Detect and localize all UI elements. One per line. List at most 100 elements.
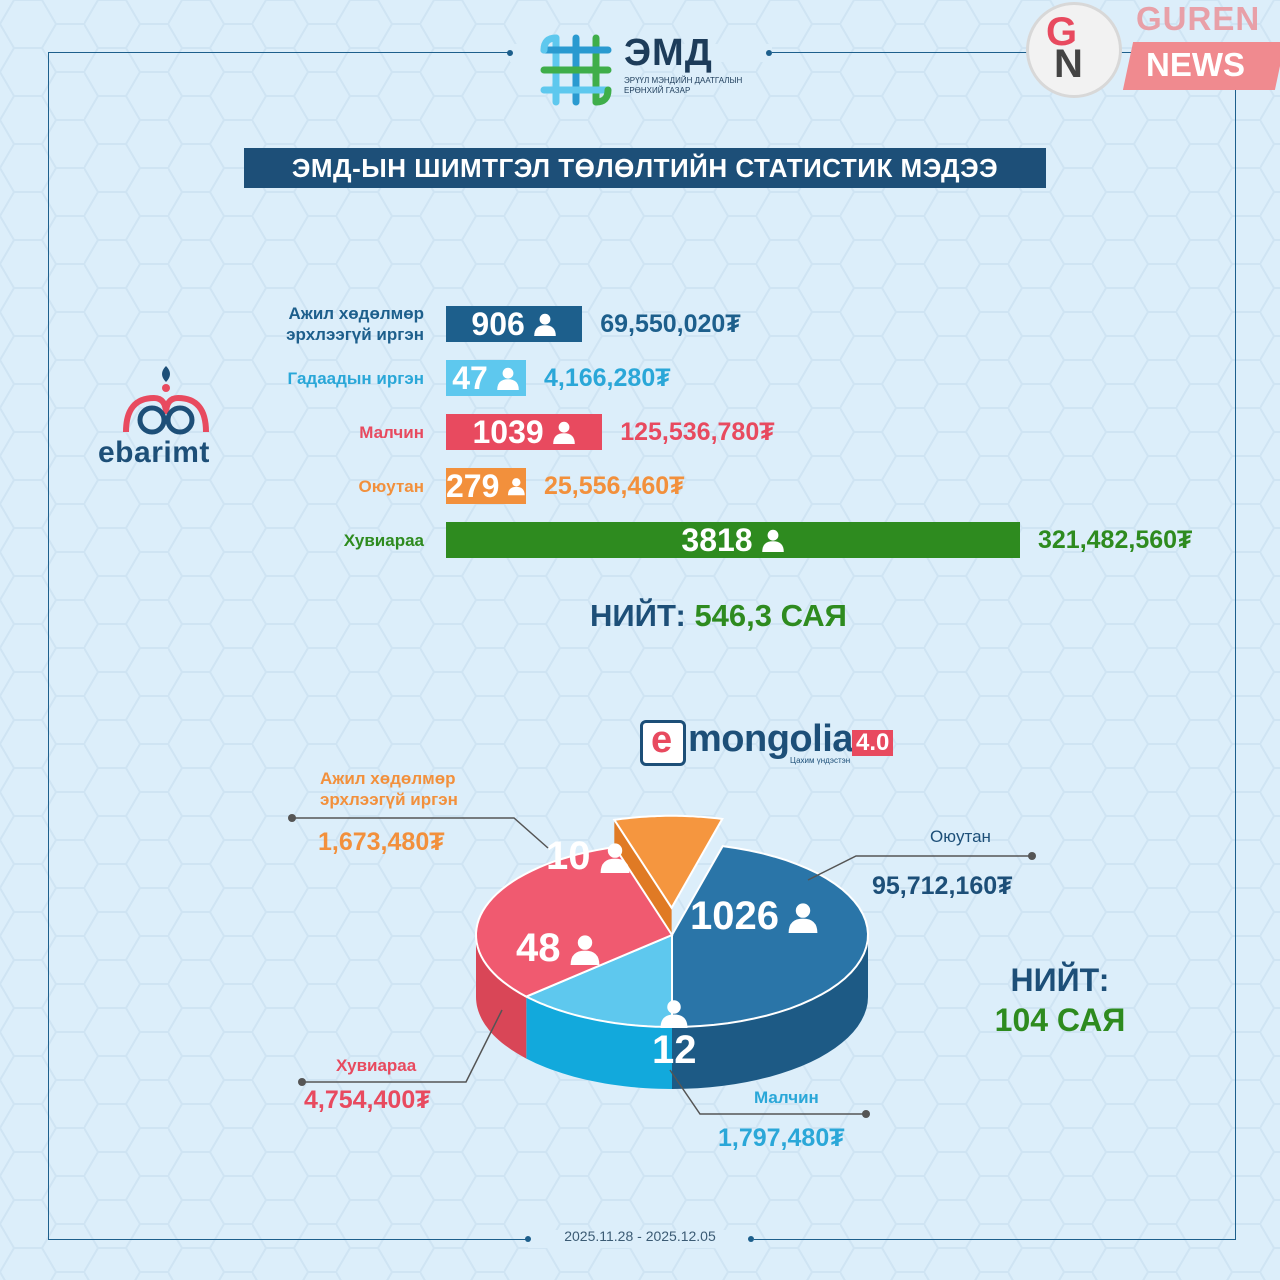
- pie-leader-dot: [1028, 852, 1036, 860]
- ebarimt-emblem-icon: [123, 366, 209, 435]
- pie-slice-side: [672, 935, 868, 1089]
- emongolia-e-box: e: [640, 719, 686, 766]
- pie-slice: [474, 845, 674, 998]
- bar-value-label: 47: [452, 359, 488, 396]
- news-word: NEWS: [1146, 46, 1245, 83]
- bar: 906: [446, 306, 583, 342]
- pie-amount-label: 4,754,400₮: [304, 1086, 431, 1114]
- pie-total-value: 104 САЯ: [994, 1002, 1126, 1038]
- frame-dot: [525, 1236, 531, 1242]
- pie-slice: [612, 814, 724, 910]
- pie-value-label: 10: [546, 834, 631, 879]
- date-range: 2025.11.28 - 2025.12.05: [564, 1228, 716, 1244]
- person-icon: [552, 421, 575, 444]
- page-title: ЭМД-ЫН ШИМТГЭЛ ТӨЛӨЛТИЙН СТАТИСТИК МЭДЭЭ: [244, 148, 1046, 188]
- pie-leader-line: [807, 855, 1032, 881]
- bar-value-label: 1039: [472, 413, 544, 450]
- bar-category-line: Ажил хөдөлмөр: [288, 304, 424, 323]
- guren-word: GUREN: [1136, 0, 1261, 37]
- pie-value-label: 48: [516, 926, 601, 971]
- bar-total-label: НИЙТ:: [590, 598, 686, 633]
- emd-knot-icon: [540, 34, 612, 106]
- pie-value-label: 1026: [690, 894, 819, 939]
- pie-category-label: Оюутан: [930, 826, 991, 847]
- bar-value-label: 3818: [681, 521, 753, 558]
- bar-category-line: эрхлээгүй иргэн: [286, 325, 424, 344]
- bar-amount-label: 125,536,780₮: [620, 418, 775, 446]
- emongolia-word: mongolia: [688, 718, 853, 760]
- pie-leader-dot: [862, 1110, 870, 1118]
- pie-category-line: Малчин: [754, 1088, 819, 1107]
- pie-category-line: Хувиараа: [336, 1056, 417, 1075]
- bar-category-label: Малчин: [184, 422, 424, 443]
- pie-leader-line: [302, 1009, 503, 1083]
- emd-logo-subtitle: ЭРҮҮЛ МЭНДИЙН ДААТГАЛЫН ЕРӨНХИЙ ГАЗАР: [624, 76, 743, 95]
- person-icon: [508, 478, 526, 496]
- pie-category-line: Оюутан: [930, 827, 991, 846]
- bar-amount-label: 69,550,020₮: [600, 310, 741, 338]
- bar-category-label: Хувиараа: [184, 530, 424, 551]
- frame-dot: [766, 50, 772, 56]
- ebarimt-logo-word: ebarimt: [98, 436, 210, 469]
- emd-logo-word: ЭМД: [624, 32, 713, 74]
- bar-total-value: 546,3 САЯ: [694, 598, 847, 633]
- bar-amount-label: 25,556,460₮: [544, 472, 685, 500]
- person-icon: [660, 1000, 688, 1028]
- bar-total: НИЙТ: 546,3 САЯ: [590, 598, 847, 634]
- bar: 47: [446, 360, 526, 396]
- emd-logo: ЭМД ЭРҮҮЛ МЭНДИЙН ДААТГАЛЫН ЕРӨНХИЙ ГАЗА…: [536, 30, 746, 110]
- guren-logo-g: G: [1046, 10, 1078, 54]
- pie-category-label: Малчин: [754, 1087, 819, 1108]
- pie-value-number: 10: [546, 834, 591, 878]
- pie-slice: [523, 933, 673, 1028]
- person-icon: [761, 529, 784, 552]
- pie-amount-label: 1,797,480₮: [718, 1124, 845, 1152]
- pie-amount-label: 1,673,480₮: [318, 828, 445, 856]
- person-icon: [496, 367, 519, 390]
- bar-value-label: 279: [446, 467, 500, 504]
- bar-category-label: Ажил хөдөлмөр эрхлээгүй иргэн: [184, 303, 424, 345]
- guren-logo-n: N: [1054, 42, 1083, 86]
- pie-leader-dot: [298, 1078, 306, 1086]
- bar-category-label: Оюутан: [184, 476, 424, 497]
- bar: 279: [446, 468, 526, 504]
- person-icon: [570, 934, 599, 965]
- pie-value-label: 12: [652, 998, 697, 1073]
- bar: 1039: [446, 413, 603, 450]
- bar-amount-label: 321,482,560₮: [1038, 526, 1193, 554]
- bar-category-label: Гадаадын иргэн: [184, 368, 424, 389]
- frame-dot: [748, 1236, 754, 1242]
- pie-total: НИЙТ: 104 САЯ: [980, 960, 1140, 1040]
- pie-slice-side: [476, 935, 527, 1059]
- person-icon: [533, 313, 556, 336]
- ebarimt-logo: ebarimt: [96, 362, 236, 472]
- pie-slice-side: [526, 996, 672, 1089]
- pie-value-number: 48: [516, 926, 561, 970]
- emongolia-version: 4.0: [852, 730, 894, 756]
- pie-category-label: Ажил хөдөлмөр эрхлээгүй иргэн: [320, 768, 458, 810]
- bar-amount-label: 4,166,280₮: [544, 364, 671, 392]
- pie-value-number: 1026: [690, 894, 779, 938]
- emongolia-e: e: [651, 719, 673, 761]
- guren-logo-circle: [1026, 2, 1122, 98]
- person-icon: [600, 842, 629, 873]
- bar-category-line: Оюутан: [358, 476, 424, 496]
- emongolia-logo: e mongolia 4.0 Цахим үндэстэн: [640, 718, 910, 768]
- pie-category-line: Ажил хөдөлмөр: [320, 769, 456, 788]
- pie-amount-label: 95,712,160₮: [872, 872, 1013, 900]
- pie-category-line: эрхлээгүй иргэн: [320, 790, 458, 809]
- guren-news-watermark: G N GUREN NEWS: [1024, 0, 1280, 100]
- bar: 3818: [446, 522, 1020, 558]
- person-icon: [788, 902, 818, 933]
- bar-category-line: Хувиараа: [343, 530, 424, 550]
- pie-leader-dot: [288, 814, 296, 822]
- emongolia-tagline: Цахим үндэстэн: [790, 756, 851, 765]
- bar-category-line: Малчин: [359, 422, 424, 442]
- pie-slice: [671, 845, 870, 1029]
- pie-leader-line: [292, 817, 549, 849]
- pie-category-label: Хувиараа: [336, 1055, 416, 1076]
- pie-leader-line: [669, 1069, 866, 1115]
- pie-value-number: 12: [652, 1028, 697, 1072]
- frame-dot: [507, 50, 513, 56]
